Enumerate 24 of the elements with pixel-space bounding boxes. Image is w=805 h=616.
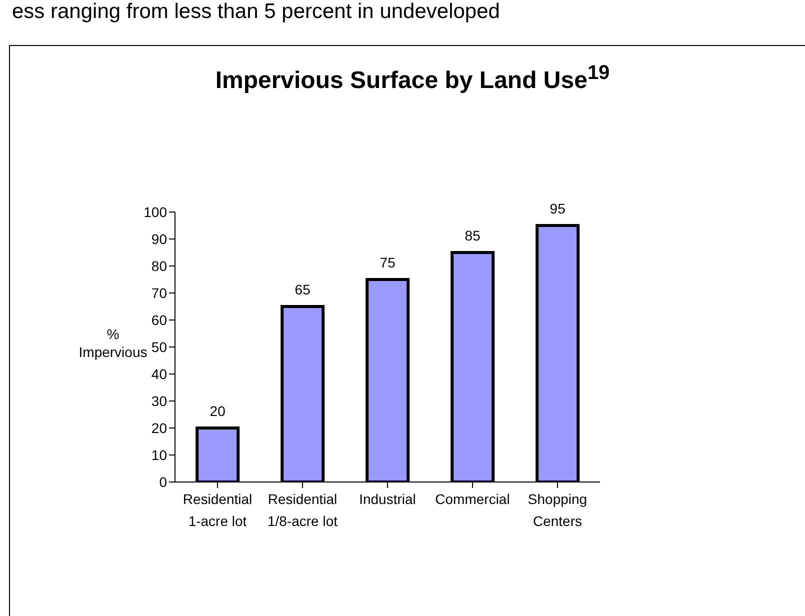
- y-tick-label: 80: [151, 258, 168, 274]
- y-tick-label: 70: [151, 284, 168, 301]
- chart-title: Impervious Surface by Land Use$^{19}$: [214, 62, 611, 95]
- y-tick-label: 60: [151, 312, 168, 328]
- y-tick-label: 100: [144, 204, 168, 220]
- x-tick-label: Commercial: [435, 491, 510, 507]
- text: ess ranging from less than 5 percent in undeveloped: [12, 0, 500, 24]
- y-tick-label: 20: [151, 420, 168, 436]
- data-label: 75: [380, 254, 396, 270]
- y-axis-title: % Impervious: [78, 326, 148, 360]
- y-tick-label: 90: [151, 230, 168, 247]
- y-tick-label: 0: [159, 474, 168, 490]
- data-label: 20: [210, 403, 226, 419]
- x-tick-label: Residential 1-acre lot: [182, 491, 252, 529]
- x-tick-label: Residential 1/8-acre lot: [267, 491, 338, 529]
- x-tick-label: Industrial: [359, 491, 416, 507]
- y-tick-label: 30: [151, 392, 168, 409]
- data-label: 95: [550, 200, 566, 216]
- y-tick-label: 50: [151, 338, 168, 355]
- y-tick-label: 10: [151, 446, 168, 463]
- data-label: 65: [294, 282, 311, 298]
- y-tick-label: 40: [151, 366, 168, 382]
- x-tick-label: Shopping Centers: [528, 491, 588, 529]
- data-label: 85: [464, 228, 481, 244]
